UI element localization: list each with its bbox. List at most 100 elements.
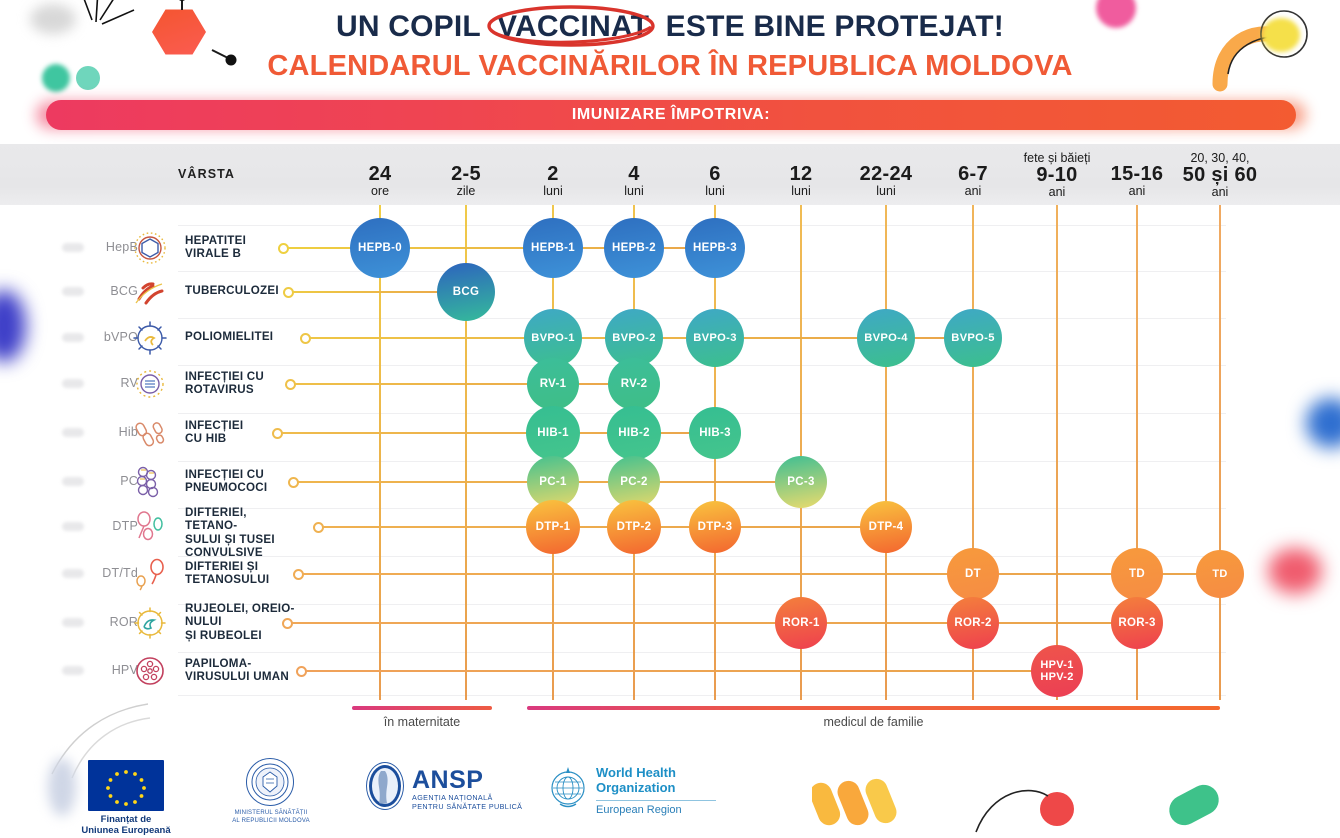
column-line-c1 <box>465 205 467 700</box>
vaccine-abbreviation: HPV <box>111 663 138 677</box>
who-region: European Region <box>596 804 682 816</box>
family-doctor-rule <box>527 706 1220 710</box>
column-line-c7 <box>972 205 974 700</box>
column-line-c10 <box>1219 205 1221 700</box>
column-header-unit: luni <box>624 184 644 198</box>
abbr-chip <box>62 243 84 252</box>
vaccine-bubble[interactable]: ROR-1 <box>775 597 827 649</box>
vaccine-bubble-label: HEPB-2 <box>612 242 656 254</box>
column-header-unit: ani <box>1211 185 1229 199</box>
vaccine-bubble-label: PC-1 <box>539 476 567 488</box>
column-header-c5: 12 luni <box>741 164 861 198</box>
vaccine-bubble-label: BVPO-4 <box>864 332 908 344</box>
vaccine-bubble-label: HIB-2 <box>618 427 650 439</box>
vaccine-bubble[interactable]: HEPB-1 <box>523 218 583 278</box>
vaccine-bubble[interactable]: TD <box>1196 550 1244 598</box>
disease-name: INFECȚIEI CU HIB <box>185 418 244 445</box>
connector-cap-BCG <box>283 286 294 298</box>
maternity-rule <box>352 706 492 710</box>
connector-line-ROR <box>287 622 1137 624</box>
vaccine-bubble[interactable]: ROR-3 <box>1111 597 1163 649</box>
connector-line-DTP <box>318 526 886 528</box>
vaccine-bubble[interactable]: HEPB-2 <box>604 218 664 278</box>
footer-logos: Finanțat de Uniunea Europeană MINISTERUL … <box>0 752 1340 838</box>
vaccine-bubble[interactable]: DTP-4 <box>860 501 912 553</box>
vaccine-bubble[interactable]: DTP-2 <box>607 500 661 554</box>
diphtheria-tetanus-icon <box>130 554 170 594</box>
connector-line-HPV <box>301 670 1057 672</box>
column-header-value: 4 <box>628 163 640 185</box>
abbr-chip <box>62 287 84 296</box>
row-separator-8 <box>178 604 1226 605</box>
column-header-unit: ore <box>370 184 390 198</box>
vaccine-bubble-label: HEPB-3 <box>693 242 737 254</box>
disease-name: INFECȚIEI CU ROTAVIRUS <box>185 369 265 396</box>
row-separator-7 <box>178 556 1226 557</box>
vaccine-bubble[interactable]: DTP-3 <box>689 501 741 553</box>
age-header-band <box>0 144 1340 205</box>
vaccine-bubble[interactable]: BVPO-1 <box>524 309 582 367</box>
vaccine-bubble[interactable]: TD <box>1111 548 1163 600</box>
vaccine-bubble[interactable]: HEPB-3 <box>685 218 745 278</box>
connector-cap-ROR <box>282 617 293 629</box>
vaccine-bubble[interactable]: BVPO-2 <box>605 309 663 367</box>
connector-line-HepB <box>283 247 715 249</box>
vaccine-bubble-label: HEPB-1 <box>531 242 575 254</box>
vaccine-bubble[interactable]: BVPO-5 <box>944 309 1002 367</box>
column-header-c4: 6 luni <box>655 164 775 198</box>
vaccine-bubble-label: DTP-4 <box>868 521 904 533</box>
column-header-unit: ani <box>1048 185 1066 199</box>
vaccine-bubble[interactable]: DT <box>947 548 999 600</box>
column-header-unit: luni <box>791 184 811 198</box>
age-column-header: VÂRSTA <box>178 167 236 181</box>
column-header-value: 2 <box>547 163 559 185</box>
column-header-c2: 2 luni <box>493 164 613 198</box>
connector-cap-RV <box>285 378 296 390</box>
vaccine-bubble[interactable]: HEPB-0 <box>350 218 410 278</box>
row-separator-10 <box>178 695 1226 696</box>
vaccine-abbreviation: HepB <box>105 240 138 254</box>
main-title: UN COPIL VACCINAT ESTE BINE PROTEJAT! <box>0 5 1340 47</box>
disease-name: DIFTERIEI ȘI TETANOSULUI <box>185 559 270 586</box>
abbr-chip <box>62 666 84 675</box>
column-header-value: 6-7 <box>958 163 988 185</box>
immunization-banner: IMUNIZARE ÎMPOTRIVA: <box>46 100 1296 130</box>
vaccine-bubble[interactable]: RV-2 <box>608 358 660 410</box>
vaccine-bubble[interactable]: BVPO-4 <box>857 309 915 367</box>
vaccine-bubble-label: PC-3 <box>787 476 815 488</box>
disease-name: TUBERCULOZEI <box>185 284 279 298</box>
vaccine-bubble[interactable]: HPV-1 HPV-2 <box>1031 645 1083 697</box>
vaccine-bubble[interactable]: HIB-2 <box>607 406 661 460</box>
vaccine-bubble[interactable]: ROR-2 <box>947 597 999 649</box>
vaccine-bubble-label: RV-2 <box>620 378 648 390</box>
vaccine-abbreviation: bVPO <box>103 330 138 344</box>
vaccine-bubble[interactable]: BVPO-3 <box>686 309 744 367</box>
vaccine-bubble-label: HIB-3 <box>699 427 731 439</box>
vaccine-bubble[interactable]: HIB-3 <box>689 407 741 459</box>
connector-cap-DTP <box>313 521 324 533</box>
vaccine-bubble[interactable]: PC-1 <box>527 456 579 508</box>
vaccine-bubble-label: PC-2 <box>620 476 648 488</box>
vaccine-bubble[interactable]: PC-3 <box>775 456 827 508</box>
ansp-subtitle: AGENȚIA NAȚIONALĂ PENTRU SĂNĂTATE PUBLICĂ <box>412 793 523 811</box>
eu-caption: Finanțat de Uniunea Europeană <box>81 814 171 836</box>
vaccine-bubble[interactable]: PC-2 <box>608 456 660 508</box>
hib-bacteria-icon <box>130 413 170 453</box>
vaccine-bubble[interactable]: DTP-1 <box>526 500 580 554</box>
vaccine-bubble-label: ROR-1 <box>782 617 820 629</box>
vaccine-bubble-label: ROR-2 <box>954 617 992 629</box>
ellipse-scribble-icon <box>487 5 655 47</box>
column-header-value: 6 <box>709 163 721 185</box>
column-header-c3: 4 luni <box>574 164 694 198</box>
column-line-c9 <box>1136 205 1138 700</box>
vaccine-bubble[interactable]: HIB-1 <box>526 406 580 460</box>
row-separator-5 <box>178 461 1226 462</box>
vaccine-bubble-label: BVPO-3 <box>693 332 737 344</box>
measles-mumps-rubella-icon <box>130 603 170 643</box>
vaccine-bubble[interactable]: RV-1 <box>527 358 579 410</box>
column-header-value: 9-10 <box>1036 164 1078 186</box>
vaccine-abbreviation: Hib <box>118 425 138 439</box>
vaccine-bubble[interactable]: BCG <box>437 263 495 321</box>
family-doctor-label: medicul de familie <box>823 715 924 729</box>
vaccine-bubble-label: BVPO-1 <box>531 332 575 344</box>
